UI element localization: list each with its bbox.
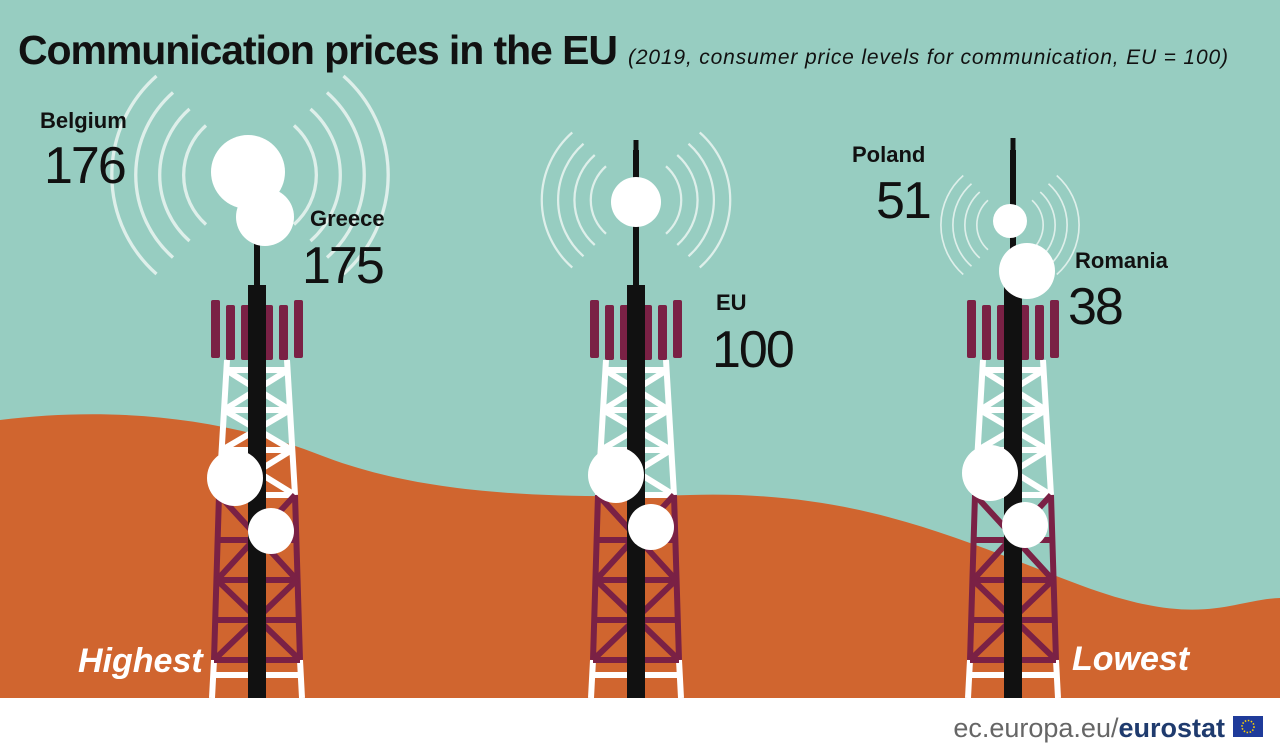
value: 175 <box>302 237 383 295</box>
footer-url: ec.europa.eu/ <box>953 713 1119 743</box>
eu-flag <box>1233 716 1263 737</box>
value: 176 <box>44 137 125 195</box>
country: Romania <box>1075 248 1169 273</box>
footer-band <box>0 698 1280 756</box>
value: 51 <box>876 172 930 230</box>
dishes <box>207 135 1055 554</box>
footer: ec.europa.eu/eurostat <box>953 713 1225 743</box>
value: 38 <box>1068 278 1122 336</box>
footer-brand: eurostat <box>1118 713 1225 743</box>
title: Communication prices in the EU <box>18 27 618 73</box>
subtitle: (2019, consumer price levels for communi… <box>628 46 1228 69</box>
country: EU <box>716 290 747 315</box>
country: Belgium <box>40 108 127 133</box>
country: Greece <box>310 206 385 231</box>
country: Poland <box>852 142 925 167</box>
side-label: Lowest <box>1072 640 1191 678</box>
value: 100 <box>712 321 793 379</box>
side-label: Highest <box>78 642 204 680</box>
